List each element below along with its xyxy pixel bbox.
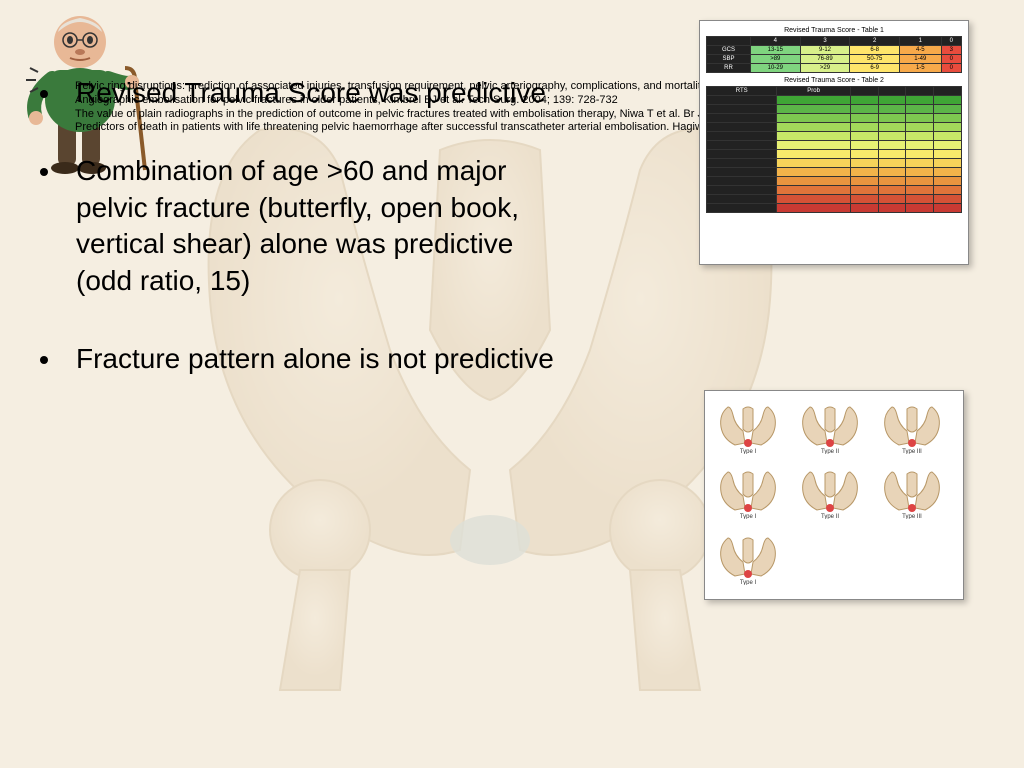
bullet-text: Fracture pattern alone is not predictive: [76, 341, 554, 377]
fracture-type-diagram: Type III: [877, 399, 947, 454]
svg-text:Type II: Type II: [821, 449, 839, 454]
fracture-type-diagram: Type I: [713, 399, 783, 454]
fracture-type-diagram: Type I: [713, 530, 783, 585]
rts-table-2: RTSProb: [706, 86, 962, 213]
fracture-type-diagram: Type II: [795, 399, 865, 454]
bullet-dot-icon: [40, 168, 48, 176]
fracture-type-diagram: Type I: [713, 464, 783, 519]
bullet-item: Combination of age >60 and major pelvic …: [40, 153, 570, 299]
rts-table-1: 43210GCS13-159-126-84-53SBP>8976-8950-75…: [706, 36, 962, 73]
svg-text:Type III: Type III: [902, 514, 922, 519]
svg-text:Type II: Type II: [821, 514, 839, 519]
svg-text:Type I: Type I: [740, 580, 757, 585]
svg-text:Type III: Type III: [902, 449, 922, 454]
fracture-type-diagram: Type III: [877, 464, 947, 519]
rts-score-table-image: Revised Trauma Score - Table 1 43210GCS1…: [699, 20, 969, 265]
svg-text:Type I: Type I: [740, 449, 757, 454]
fracture-type-diagram: Type II: [795, 464, 865, 519]
rts-table2-title: Revised Trauma Score - Table 2: [706, 77, 962, 84]
rts-table1-title: Revised Trauma Score - Table 1: [706, 27, 962, 34]
bullet-dot-icon: [40, 356, 48, 364]
bullet-text: Combination of age >60 and major pelvic …: [76, 153, 570, 299]
bullet-dot-icon: [40, 90, 48, 98]
pelvic-fracture-classification-image: Type I Type II Type III Type I Type II Type I…: [704, 390, 964, 600]
bullet-item: Fracture pattern alone is not predictive: [40, 341, 570, 377]
svg-text:Type I: Type I: [740, 514, 757, 519]
